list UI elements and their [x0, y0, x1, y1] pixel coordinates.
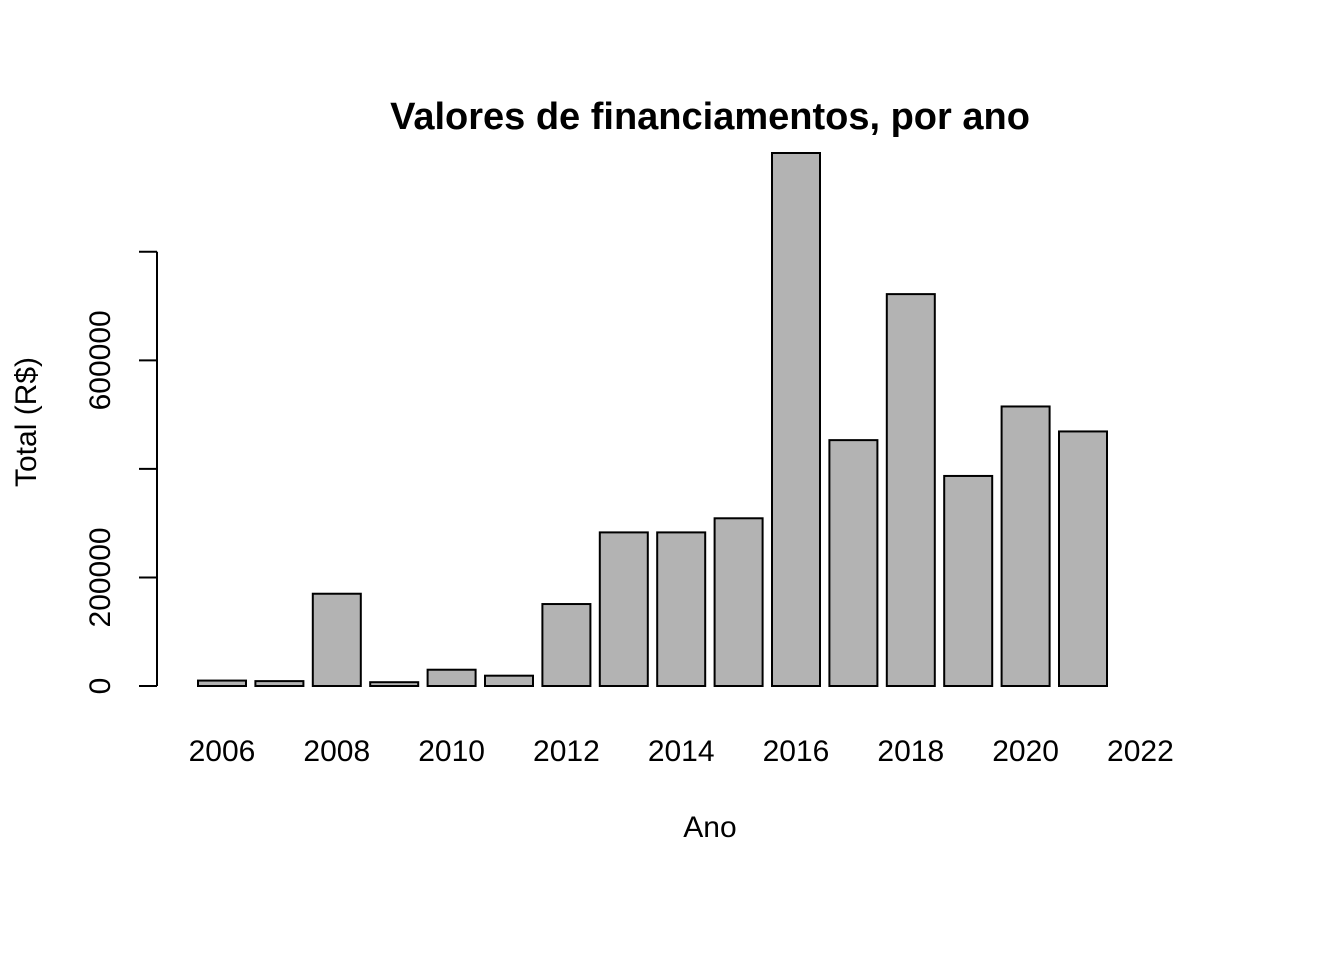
bar-2008 [311, 592, 362, 687]
bar-2012 [541, 603, 592, 687]
bar-2015 [713, 517, 764, 687]
y-tick-label-600000: 600000 [84, 310, 117, 410]
y-tick-label-0: 0 [84, 678, 117, 695]
x-tick-label-2012: 2012 [533, 735, 600, 768]
bar-2021 [1058, 430, 1108, 688]
x-tick-label-2006: 2006 [189, 735, 256, 768]
bar-2014 [656, 531, 707, 687]
x-tick-label-2020: 2020 [992, 735, 1059, 768]
bar-2019 [943, 474, 994, 687]
bar-2020 [1000, 405, 1051, 687]
x-tick-label-2014: 2014 [648, 735, 715, 768]
x-tick-label-2018: 2018 [877, 735, 944, 768]
bar-2006 [197, 679, 247, 688]
x-tick-label-2010: 2010 [418, 735, 485, 768]
x-tick-label-2016: 2016 [763, 735, 830, 768]
bar-2017 [828, 439, 879, 687]
x-axis-tick-labels: 2006 2008 2010 2012 2014 2016 2018 2020 2022 [189, 735, 1174, 768]
bar-2010 [426, 668, 477, 688]
y-axis-label: Total (R$) [10, 357, 43, 487]
y-axis: 0 200000 600000 [84, 250, 158, 695]
bar-2013 [598, 531, 649, 687]
bar-2009 [369, 681, 420, 688]
x-axis-label: Ano [683, 811, 736, 844]
chart-title: Valores de financiamentos, por ano [390, 96, 1030, 138]
x-tick-label-2008: 2008 [303, 735, 370, 768]
x-tick-label-2022: 2022 [1107, 735, 1174, 768]
bar-2018 [885, 293, 936, 687]
y-tick-label-200000: 200000 [84, 527, 117, 627]
bar-2016 [771, 152, 821, 687]
bar-2011 [484, 674, 534, 688]
bars-group [197, 152, 1108, 688]
bar-2007 [254, 680, 305, 687]
